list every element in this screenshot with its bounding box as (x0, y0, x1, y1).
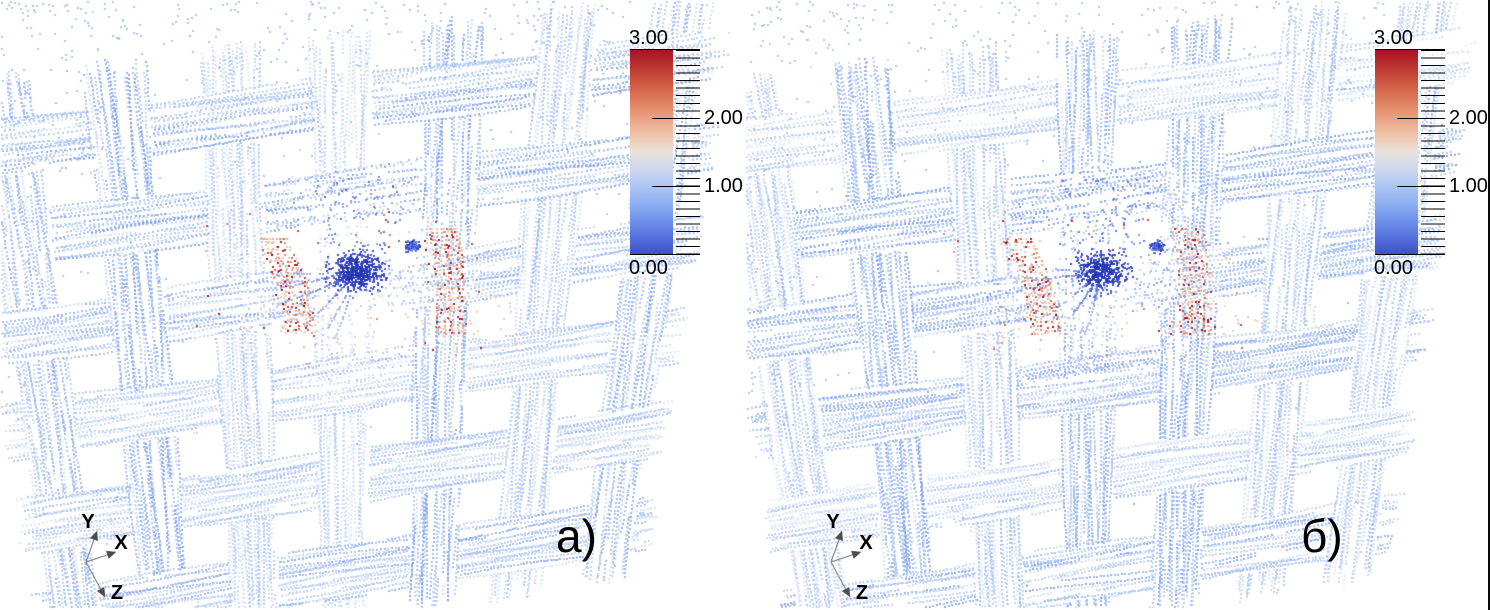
y-axis-arrow (830, 539, 840, 563)
particle-cloud-canvas-b (745, 0, 1490, 610)
x-axis-label: X (114, 532, 128, 554)
x-axis-arrowhead (850, 550, 862, 560)
y-axis-arrow (85, 539, 95, 563)
x-axis-arrow (85, 554, 108, 563)
x-axis-arrow (830, 554, 853, 563)
z-axis-arrowhead (841, 586, 851, 598)
y-axis-arrowhead (89, 530, 99, 542)
z-axis-label: Z (111, 582, 123, 604)
figure-right-border (1488, 0, 1490, 610)
y-axis-label: Y (826, 511, 840, 533)
panel-a: 3.00 2.00 1.00 0.00 Y X Z а) (0, 0, 745, 610)
x-axis-arrowhead (105, 550, 117, 560)
panel-b-caption: б) (1301, 510, 1343, 562)
x-axis-label: X (859, 532, 873, 554)
orientation-axes-widget: Y X Z (826, 511, 873, 604)
panel-b: 3.00 2.00 1.00 0.00 Y X Z б) (745, 0, 1490, 610)
particle-cloud-canvas-a (0, 0, 745, 610)
y-axis-label: Y (81, 511, 95, 533)
panel-a-caption: а) (556, 510, 597, 562)
y-axis-arrowhead (834, 530, 844, 542)
orientation-axes-widget: Y X Z (81, 511, 128, 604)
z-axis-label: Z (856, 582, 868, 604)
z-axis-arrow (830, 561, 847, 590)
z-axis-arrowhead (96, 586, 106, 598)
z-axis-arrow (85, 561, 102, 590)
